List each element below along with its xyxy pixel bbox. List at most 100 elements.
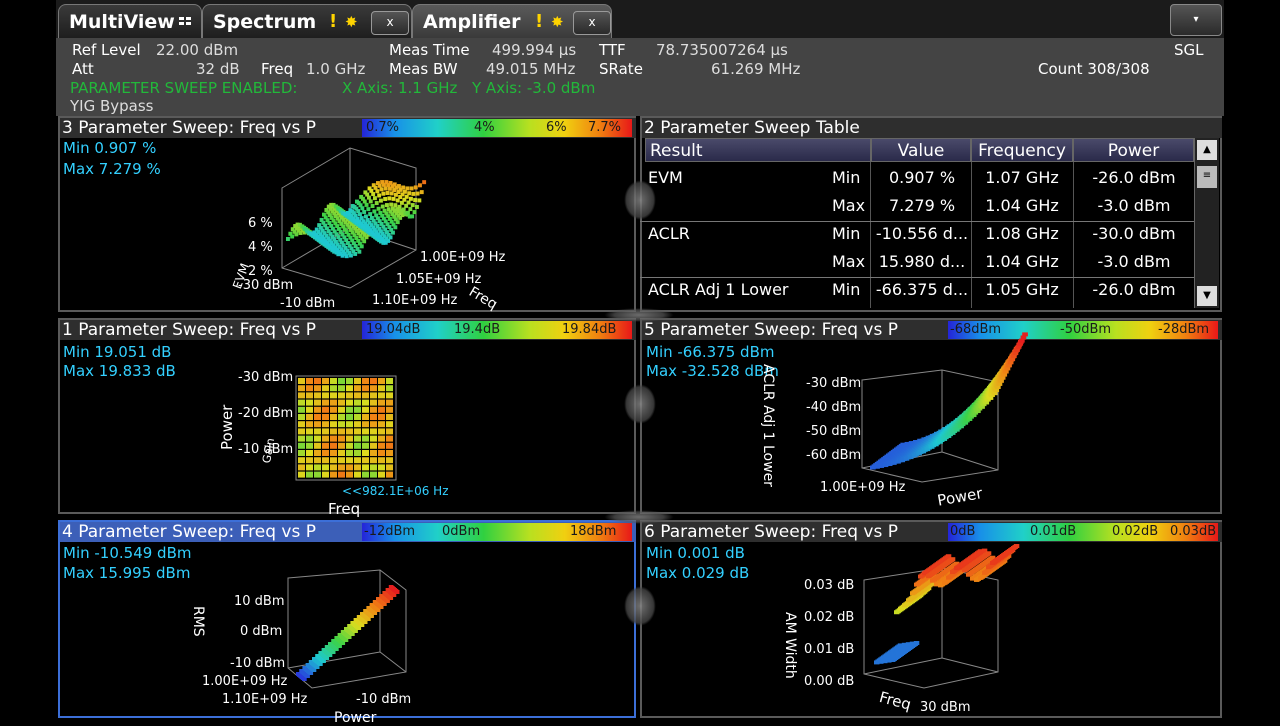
color-scale: -68dBm -50dBm -28dBm bbox=[948, 321, 1218, 339]
surface-cell bbox=[360, 236, 365, 241]
column-header-result[interactable]: Result bbox=[645, 138, 871, 162]
surface-cell bbox=[989, 555, 996, 560]
z-tick: 0.00 dB bbox=[804, 674, 855, 689]
tab-spectrum[interactable]: Spectrum ! ✸ x bbox=[202, 4, 412, 38]
surface-cell bbox=[390, 212, 395, 217]
heatmap-cell bbox=[330, 457, 337, 464]
color-scale: 0.7% 4% 6% 7.7% bbox=[362, 119, 632, 137]
table-cell-frequency: 1.08 GHz bbox=[985, 224, 1059, 243]
surface-cell bbox=[356, 238, 361, 243]
ref-level-value: 22.00 dBm bbox=[156, 41, 239, 59]
surface-cell bbox=[412, 210, 417, 215]
heatmap-cell bbox=[362, 464, 369, 471]
surface-cell bbox=[302, 226, 307, 231]
surface-cell bbox=[337, 226, 341, 231]
surface-cell bbox=[377, 226, 382, 231]
column-divider bbox=[1073, 162, 1074, 308]
scroll-thumb[interactable]: ≡ bbox=[1197, 166, 1217, 188]
column-header-value[interactable]: Value bbox=[871, 138, 971, 162]
splitter-handle[interactable] bbox=[624, 586, 656, 626]
tab-amplifier[interactable]: Amplifier ! ✸ x bbox=[412, 4, 612, 38]
splitter-handle[interactable] bbox=[624, 180, 656, 220]
heatmap-cell bbox=[322, 385, 329, 392]
surface-cell bbox=[338, 237, 343, 242]
surface-cell bbox=[401, 207, 406, 212]
scroll-down-icon[interactable]: ▼ bbox=[1197, 286, 1217, 306]
column-header-frequency[interactable]: Frequency bbox=[971, 138, 1073, 162]
heatmap-cell bbox=[354, 399, 361, 406]
panel-5-freq-vs-p[interactable]: 5 Parameter Sweep: Freq vs P -68dBm -50d… bbox=[640, 318, 1222, 514]
surface-cell bbox=[365, 218, 370, 223]
scroll-up-icon[interactable]: ▲ bbox=[1197, 140, 1217, 160]
heatmap-cell bbox=[370, 428, 377, 435]
heatmap-cell bbox=[298, 378, 305, 384]
surface-cell bbox=[353, 218, 358, 223]
panel-title-text: 2 Parameter Sweep Table bbox=[644, 118, 860, 138]
panel-3-freq-vs-p[interactable]: 3 Parameter Sweep: Freq vs P 0.7% 4% 6% … bbox=[58, 116, 636, 313]
surface-cell bbox=[302, 230, 307, 235]
surface-cell bbox=[331, 226, 335, 231]
y-tick: 1.00E+09 Hz bbox=[202, 674, 288, 689]
tab-multiview[interactable]: MultiView bbox=[58, 4, 202, 38]
table-cell-power: -3.0 dBm bbox=[1097, 196, 1171, 215]
surface-cell bbox=[331, 218, 336, 223]
table-cell-power: -30.0 dBm bbox=[1092, 224, 1176, 243]
freq-value: 1.0 GHz bbox=[306, 60, 366, 78]
surface-cell bbox=[329, 215, 334, 220]
column-header-power[interactable]: Power bbox=[1073, 138, 1194, 162]
srate-label: SRate bbox=[599, 60, 643, 78]
surface-cell bbox=[331, 243, 336, 248]
surface-cell bbox=[338, 251, 343, 256]
surface-cell bbox=[359, 228, 364, 233]
panel-1-freq-vs-p[interactable]: 1 Parameter Sweep: Freq vs P 19.04dB 19.… bbox=[58, 318, 636, 518]
splitter-handle[interactable] bbox=[624, 384, 656, 424]
heatmap-cell bbox=[354, 385, 361, 392]
heatmap-cell bbox=[322, 392, 329, 399]
surface-cell bbox=[386, 238, 391, 243]
max-readout: Max 0.029 dB bbox=[646, 564, 750, 582]
surface-cell bbox=[995, 385, 1001, 390]
heatmap-cell bbox=[330, 464, 337, 471]
surface-cell bbox=[370, 204, 375, 209]
dropdown-menu-button[interactable]: ▾ bbox=[1170, 4, 1222, 36]
surface-cell bbox=[381, 191, 386, 196]
surface-cell bbox=[400, 192, 405, 197]
splitter-handle[interactable] bbox=[604, 308, 674, 322]
surface-cell bbox=[370, 215, 374, 220]
surface-cell bbox=[349, 221, 354, 226]
y-axis-label: Power bbox=[218, 404, 236, 450]
heatmap-cell bbox=[370, 414, 377, 420]
splitter-handle[interactable] bbox=[604, 510, 674, 524]
surface-cell bbox=[391, 196, 396, 201]
heatmap-cell bbox=[306, 428, 313, 435]
surface-cell bbox=[361, 219, 366, 224]
surface-cell bbox=[373, 185, 378, 190]
y-tick: 1.10E+09 Hz bbox=[222, 692, 308, 707]
surface-cell bbox=[405, 186, 410, 191]
panel-6-freq-vs-p[interactable]: 6 Parameter Sweep: Freq vs P 0dB 0.01dB … bbox=[640, 520, 1222, 718]
color-scale: 19.04dB 19.4dB 19.84dB bbox=[362, 321, 632, 339]
surface-cell bbox=[422, 180, 427, 185]
surface-cell bbox=[954, 427, 960, 432]
surface-cell bbox=[325, 241, 330, 246]
heatmap-cell bbox=[298, 471, 305, 478]
close-tab-button[interactable]: x bbox=[371, 11, 409, 35]
surface-cell bbox=[402, 197, 407, 202]
surface-cell bbox=[390, 184, 395, 189]
heatmap-cell bbox=[330, 414, 337, 420]
surface-cell bbox=[375, 608, 381, 612]
surface-cell bbox=[346, 635, 352, 639]
table-scrollbar[interactable]: ▲ ≡ ▼ bbox=[1194, 138, 1219, 308]
surface-cell bbox=[376, 232, 381, 237]
scale-label: -28dBm bbox=[1158, 322, 1210, 337]
y-tick: -20 dBm bbox=[238, 406, 294, 421]
table-cell-result: EVM bbox=[648, 168, 683, 187]
close-tab-button[interactable]: x bbox=[573, 11, 611, 35]
panel-4-freq-vs-p[interactable]: 4 Parameter Sweep: Freq vs P -12dBm 0dBm… bbox=[58, 520, 636, 726]
surface-cell bbox=[324, 233, 329, 238]
ttf-value: 78.735007264 µs bbox=[656, 41, 788, 59]
surface-cell bbox=[389, 191, 394, 196]
surface-cell bbox=[288, 231, 293, 236]
heatmap-cell bbox=[346, 421, 353, 428]
surface-cell bbox=[384, 180, 389, 185]
